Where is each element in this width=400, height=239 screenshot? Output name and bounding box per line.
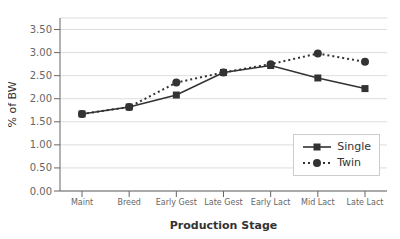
svg-text:Maint: Maint <box>71 198 93 207</box>
svg-text:3.00: 3.00 <box>30 47 52 58</box>
svg-text:Late Gest: Late Gest <box>204 198 242 207</box>
svg-text:3.50: 3.50 <box>30 24 52 35</box>
svg-text:Production Stage: Production Stage <box>170 219 277 231</box>
svg-text:2.50: 2.50 <box>30 70 52 81</box>
svg-text:0.00: 0.00 <box>30 186 52 197</box>
svg-text:0.50: 0.50 <box>30 162 52 173</box>
svg-text:2.00: 2.00 <box>30 93 52 104</box>
svg-text:% of BW: % of BW <box>8 81 19 127</box>
svg-text:Breed: Breed <box>117 198 141 207</box>
svg-text:1.00: 1.00 <box>30 139 52 150</box>
html-text:Twin: Twin <box>337 156 362 169</box>
svg-text:Early Lact: Early Lact <box>251 198 291 207</box>
svg-text:Late Lact: Late Lact <box>347 198 384 207</box>
svg-text:Early Gest: Early Gest <box>156 198 197 207</box>
html-text:Single: Single <box>337 140 371 153</box>
svg-text:Mid Lact: Mid Lact <box>301 198 335 207</box>
svg-text:1.50: 1.50 <box>30 116 52 127</box>
